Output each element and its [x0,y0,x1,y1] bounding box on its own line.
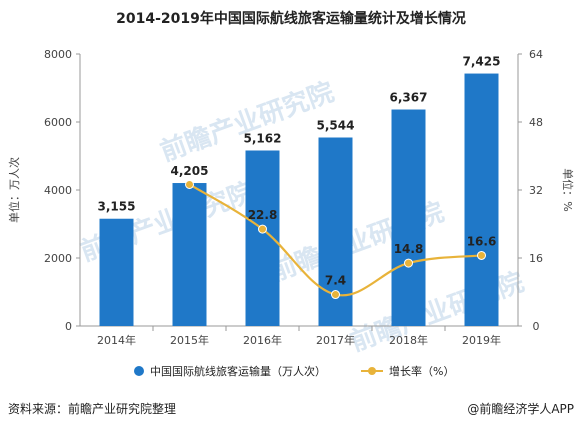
growth-rate-point [185,179,194,189]
right-tick-label: 0 [533,320,540,333]
growth-rate-label: 22.8 [248,208,278,222]
right-tick-label: 64 [529,48,543,61]
left-tick-label: 6000 [44,116,72,129]
growth-rate-label: 14.8 [394,242,424,256]
bar-value-label: 3,155 [98,200,136,214]
legend-line-marker [368,367,376,375]
bar [391,109,426,326]
bar-value-label: 4,205 [171,164,209,178]
x-tick-label: 2015年 [170,333,209,347]
right-tick-label: 48 [529,116,543,129]
growth-rate-point [404,258,413,268]
bar-value-label: 5,162 [244,131,282,145]
legend-line-label: 增长率（%） [389,364,454,378]
growth-rate-point [331,290,340,300]
credit-note: @前瞻经济学人APP [467,402,574,416]
bar [99,218,134,326]
right-axis-title: 单位：% [561,168,575,211]
source-note: 资料来源：前瞻产业研究院整理 [8,402,177,416]
right-tick-label: 32 [529,184,543,197]
bar-value-label: 5,544 [317,119,355,133]
left-axis-title: 单位：万人次 [7,157,21,223]
growth-rate-label: 16.6 [467,234,497,248]
legend-bar-label: 中国国际航线旅客运输量（万人次） [150,364,326,378]
growth-rate-point [477,250,486,260]
bar [172,183,207,326]
bar [464,73,499,326]
x-tick-label: 2016年 [243,333,282,347]
left-tick-label: 8000 [44,48,72,61]
x-tick-label: 2018年 [389,333,428,347]
left-tick-label: 4000 [44,184,72,197]
left-tick-label: 0 [65,320,72,333]
chart-title: 2014-2019年中国国际航线旅客运输量统计及增长情况 [116,11,466,27]
bar-value-label: 7,425 [463,55,501,69]
growth-rate-point [258,224,267,234]
growth-rate-label: 7.4 [325,274,346,288]
right-tick-label: 16 [529,252,543,265]
x-tick-label: 2017年 [316,333,355,347]
x-tick-label: 2019年 [462,333,501,347]
legend-bar-marker [134,366,144,376]
bar-value-label: 6,367 [390,91,428,105]
x-tick-label: 2014年 [97,333,136,347]
left-tick-label: 2000 [44,252,72,265]
